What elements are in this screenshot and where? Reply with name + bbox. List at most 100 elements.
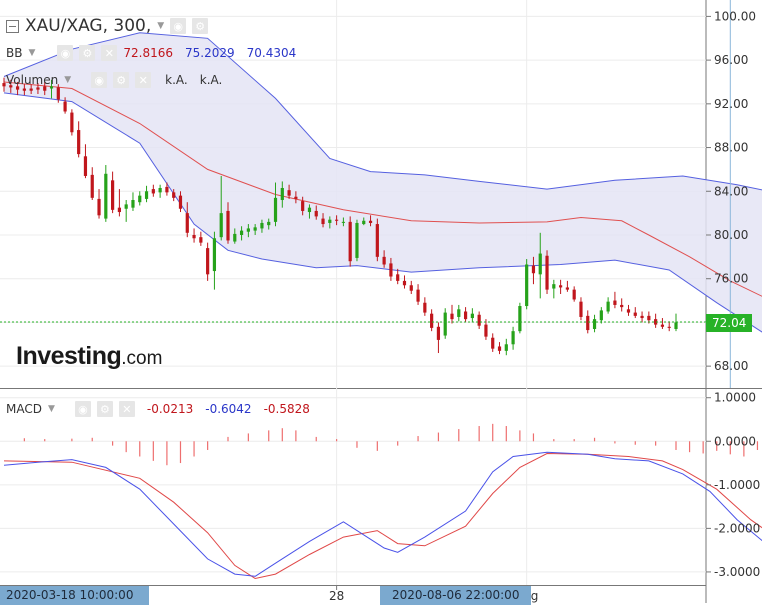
candle — [49, 79, 54, 99]
candle-body — [606, 301, 610, 312]
symbol-title[interactable]: XAU/XAG, 300, — [25, 16, 152, 36]
chevron-down-icon[interactable]: ▼ — [47, 404, 55, 414]
candle — [124, 200, 128, 222]
start-time-tag: 2020-03-18 10:00:00 — [0, 586, 150, 605]
y-tick-label: 88.00 — [714, 141, 748, 155]
candle — [518, 302, 522, 334]
chevron-down-icon[interactable]: ▼ — [28, 48, 36, 58]
investing-logo: Investing.com — [16, 342, 162, 371]
macd-y-tick-label: 1.0000 — [714, 391, 756, 405]
chevron-down-icon[interactable]: ▼ — [157, 21, 165, 31]
candle-body — [77, 130, 81, 155]
candle-body — [592, 319, 597, 329]
candle — [273, 182, 278, 227]
candle — [511, 326, 515, 350]
candle — [579, 297, 583, 321]
candle — [389, 257, 393, 281]
candle-body — [436, 326, 441, 340]
candle-body — [15, 86, 20, 90]
candle — [416, 284, 420, 305]
volume-legend: Volumen ▼ ◉ ⚙ ✕ k.A. k.A. — [6, 72, 222, 88]
y-tick-label: 92.00 — [714, 97, 748, 111]
candle — [2, 77, 6, 92]
candle-body — [233, 233, 237, 242]
candle — [43, 81, 47, 96]
collapse-icon[interactable] — [6, 19, 19, 33]
macd-y-tick-label: 0.0000 — [714, 434, 756, 448]
candle — [22, 84, 26, 96]
eye-icon[interactable]: ◉ — [170, 18, 187, 34]
candle-body — [172, 192, 176, 198]
candle-body — [9, 85, 13, 88]
candle — [70, 109, 74, 136]
candle-body — [565, 287, 569, 290]
logo-suffix: .com — [121, 348, 163, 369]
candle-body — [287, 190, 291, 196]
candle — [178, 191, 183, 213]
candle — [219, 175, 223, 241]
eye-icon[interactable]: ◉ — [91, 72, 108, 88]
close-icon[interactable]: ✕ — [101, 45, 118, 61]
macd-y-tick-label: -2.0000 — [714, 521, 760, 535]
gear-icon[interactable]: ⚙ — [96, 401, 113, 417]
candle — [457, 304, 461, 322]
candle — [402, 275, 407, 289]
close-icon[interactable]: ✕ — [135, 72, 152, 88]
macd-line — [3, 451, 762, 577]
candle — [212, 231, 217, 290]
candle-body — [497, 346, 502, 351]
symbol-header: XAU/XAG, 300, ▼ ◉ ⚙ — [6, 16, 209, 36]
bb-label[interactable]: BB — [6, 46, 23, 60]
candle-body — [185, 213, 189, 233]
candle — [606, 297, 610, 314]
candle-body — [124, 204, 128, 209]
candle-body — [49, 86, 54, 89]
eye-icon[interactable]: ◉ — [74, 401, 91, 417]
candle-body — [111, 180, 115, 210]
candle — [430, 309, 434, 332]
candle — [172, 189, 176, 202]
candle — [36, 83, 40, 94]
candle-body — [647, 315, 651, 321]
candle-body — [341, 221, 345, 223]
candle-body — [626, 309, 631, 313]
candle — [260, 219, 264, 233]
candle-body — [192, 234, 196, 239]
candle-body — [402, 280, 407, 286]
gear-icon[interactable]: ⚙ — [79, 45, 96, 61]
candle-body — [620, 304, 624, 308]
candle-body — [375, 224, 379, 257]
candle-body — [368, 220, 373, 223]
candle — [436, 322, 441, 354]
eye-icon[interactable]: ◉ — [57, 45, 74, 61]
candle — [484, 319, 488, 340]
candle-body — [396, 274, 400, 281]
candle-body — [416, 289, 420, 302]
x-tick-label: 28 — [329, 589, 344, 603]
candle-body — [260, 222, 264, 229]
candle — [423, 297, 427, 316]
macd-label[interactable]: MACD — [6, 402, 42, 416]
gear-icon[interactable]: ⚙ — [113, 72, 130, 88]
bb-mid-value: 72.8166 — [123, 46, 174, 60]
candle-body — [538, 253, 542, 275]
candle-body — [267, 221, 271, 226]
candle — [301, 196, 305, 216]
close-icon[interactable]: ✕ — [118, 401, 135, 417]
candle — [239, 226, 244, 241]
candle-body — [531, 265, 536, 274]
candle-body — [335, 219, 339, 221]
chevron-down-icon[interactable]: ▼ — [64, 75, 72, 85]
y-tick-label: 80.00 — [714, 228, 748, 242]
gear-icon[interactable]: ⚙ — [192, 18, 209, 34]
candle — [667, 321, 671, 332]
candle — [307, 204, 312, 219]
macd-signal-line — [3, 452, 762, 580]
candle-body — [301, 201, 305, 211]
candle — [90, 167, 94, 201]
volume-label[interactable]: Volumen — [6, 73, 59, 87]
volume-value-2: k.A. — [199, 73, 223, 87]
candle-body — [572, 289, 576, 300]
candle-body — [348, 221, 352, 262]
